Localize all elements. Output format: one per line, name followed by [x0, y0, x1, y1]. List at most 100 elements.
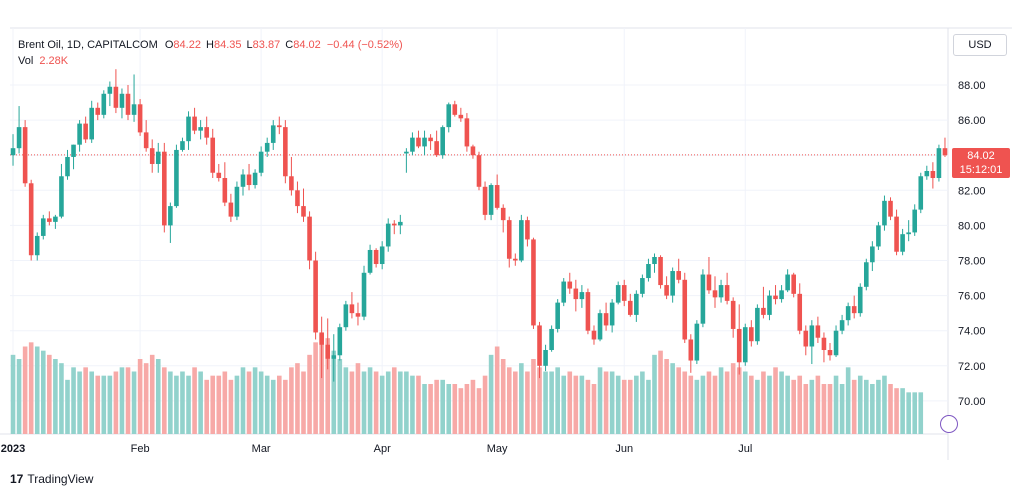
candle	[930, 162, 936, 189]
candle	[494, 174, 500, 210]
volume-bar	[888, 384, 893, 434]
candle	[500, 204, 506, 233]
candle	[77, 120, 82, 152]
legend-symbol[interactable]: Brent Oil, 1D, CAPITALCOM	[18, 39, 158, 51]
candle-body	[313, 260, 318, 333]
candle	[258, 146, 264, 177]
candle	[210, 128, 216, 179]
scroll-to-realtime-icon[interactable]	[940, 415, 958, 433]
candle	[40, 214, 46, 240]
volume-bar	[28, 342, 34, 434]
candle	[410, 132, 415, 156]
volume-bar	[664, 359, 669, 434]
candle-body	[785, 274, 790, 291]
candle-body	[379, 246, 385, 265]
volume-bar	[131, 371, 137, 434]
candle	[773, 285, 778, 305]
candle-body	[289, 176, 294, 191]
candle-body	[864, 262, 869, 287]
volume-bar	[125, 367, 131, 434]
candle-body	[488, 185, 494, 215]
candle-body	[65, 156, 70, 177]
candle-body	[276, 125, 282, 128]
currency-button[interactable]: USD	[953, 34, 1007, 56]
volume-bar	[803, 384, 809, 434]
candle	[319, 316, 324, 379]
candle-body	[71, 144, 76, 157]
candle-body	[131, 104, 137, 115]
volume-bar	[876, 379, 881, 434]
candle	[440, 125, 445, 159]
legend-vol-label[interactable]: Vol	[18, 55, 34, 67]
candle	[888, 197, 893, 221]
candle-body	[410, 137, 415, 152]
volume-bar	[525, 371, 530, 434]
volume-bar	[585, 379, 591, 434]
volume-bar	[398, 371, 403, 434]
volume-bar	[210, 375, 216, 434]
candle	[882, 195, 887, 231]
candle	[361, 265, 367, 321]
candle-body	[767, 295, 772, 315]
candle	[573, 279, 579, 312]
candle	[706, 256, 712, 294]
candle	[851, 295, 857, 319]
candle	[83, 116, 88, 143]
candle	[149, 139, 155, 173]
volume-bar	[694, 379, 700, 434]
volume-bar	[192, 367, 197, 434]
volume-bar	[355, 363, 361, 434]
y-tick-label: 72.00	[958, 361, 986, 373]
x-tick-label: May	[487, 443, 508, 455]
candle	[839, 314, 845, 335]
volume-bar	[603, 371, 609, 434]
volume-bar	[712, 375, 718, 434]
volume-bar	[283, 379, 288, 434]
candle-body	[264, 142, 270, 152]
candle	[561, 278, 567, 307]
y-tick-label: 78.00	[958, 256, 986, 268]
candle	[234, 181, 240, 221]
candle-body	[186, 116, 191, 142]
volume-bar	[289, 367, 294, 434]
candle	[458, 107, 464, 122]
candle	[307, 211, 312, 270]
candle	[809, 320, 815, 365]
candle-body	[192, 116, 197, 131]
candle	[131, 74, 137, 122]
candle-body	[531, 239, 536, 326]
volume-bar	[791, 379, 796, 434]
candle	[246, 163, 252, 191]
candle	[682, 272, 688, 343]
volume-bar	[864, 379, 869, 434]
candle	[186, 111, 191, 150]
legend-open-label: O	[164, 39, 174, 51]
candle-body	[47, 218, 52, 222]
candle-body	[464, 118, 470, 147]
volume-bar	[228, 379, 234, 434]
candle-body	[894, 216, 899, 252]
volume-bar	[476, 388, 482, 434]
volume-bar	[591, 384, 597, 434]
volume-bar	[343, 367, 349, 434]
volume-bar	[797, 375, 803, 434]
candle	[47, 211, 52, 226]
volume-bar	[258, 371, 264, 434]
candle-body	[355, 313, 361, 317]
candle-body	[537, 325, 542, 366]
tradingview-brand[interactable]: 17 TradingView	[10, 472, 93, 486]
y-tick-label: 70.00	[958, 396, 986, 408]
candle-body	[833, 330, 839, 356]
volume-bar	[488, 354, 494, 434]
candle-body	[579, 292, 585, 300]
candle	[180, 137, 185, 152]
volume-bar	[155, 359, 161, 434]
candlestick-series	[10, 69, 948, 382]
candle	[634, 290, 639, 322]
candle-body	[83, 123, 88, 140]
volume-bar	[252, 367, 258, 434]
volume-bar	[180, 371, 185, 434]
y-tick-label: 82.00	[958, 185, 986, 197]
volume-bars	[10, 334, 924, 434]
